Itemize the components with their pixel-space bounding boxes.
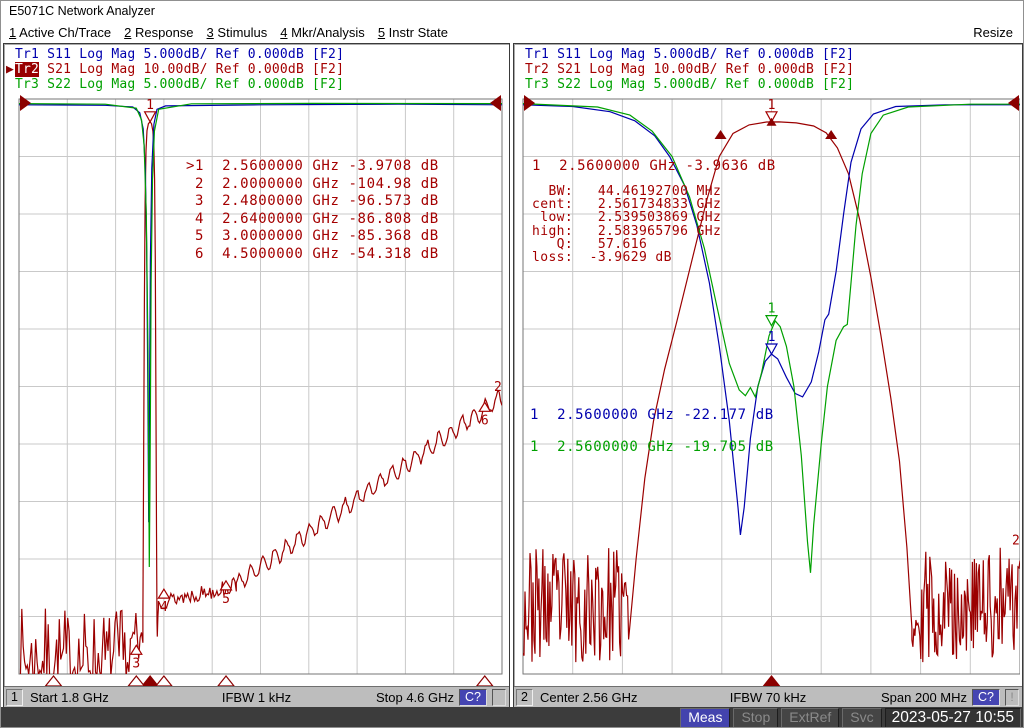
stimulus-marker-triangle-icon[interactable]: [46, 676, 62, 686]
menu-item-active-ch-trace[interactable]: 1 Active Ch/Trace: [7, 23, 122, 42]
menu-item-label: Active Ch/Trace: [19, 25, 111, 40]
ref-level-triangle-right-icon: [1008, 95, 1019, 111]
stimulus-marker-triangle-icon[interactable]: [477, 676, 493, 686]
status-right-group: Stop 4.6 GHz C?: [376, 689, 506, 706]
menu-accel-num: 5: [378, 25, 385, 40]
marker-readout-blue: 1 2.5600000 GHz -22.177 dB: [530, 407, 774, 423]
marker-number-label: 1: [768, 302, 776, 317]
marker-row: 3 2.4800000 GHz -96.573 dB: [186, 193, 439, 211]
marker-table: >1 2.5600000 GHz -3.9708 dB 2 2.0000000 …: [186, 158, 439, 263]
marker-triangle-icon[interactable]: [131, 645, 142, 654]
stimulus-left-label: Start 1.8 GHz: [30, 690, 109, 705]
status-button-extref[interactable]: ExtRef: [781, 708, 839, 728]
marker-number-label: 4: [160, 600, 168, 615]
ref-level-triangle-left-icon: [20, 95, 31, 111]
bandwidth-line: high: 2.583965796 GHz: [532, 225, 721, 238]
marker-number-label: 3: [132, 656, 140, 671]
datetime-display: 2023-05-27 10:55: [885, 708, 1021, 728]
marker-row: >1 2.5600000 GHz -3.9708 dB: [186, 158, 439, 176]
marker-number-label: 5: [222, 592, 230, 607]
menu-accel-num: 1: [9, 25, 16, 40]
marker-readout-green: 1 2.5600000 GHz -19.705 dB: [530, 439, 774, 455]
status-right-group: Span 200 MHz C?!: [881, 689, 1019, 706]
warning-box: !: [1005, 689, 1019, 706]
bandwidth-line: low: 2.539503869 GHz: [532, 211, 721, 224]
trace-number-end-label: 2: [494, 380, 502, 395]
stimulus-marker-triangle-icon[interactable]: [128, 676, 144, 686]
menu-item-label: Response: [135, 25, 194, 40]
bandwidth-readout-block: BW: 44.46192700 MHzcent: 2.561734833 GHz…: [532, 185, 721, 264]
channel-2-panel[interactable]: Tr1 S11 Log Mag 5.000dB/ Ref 0.000dB [F2…: [513, 43, 1023, 707]
stimulus-marker-triangle-icon[interactable]: [764, 676, 780, 686]
marker-number-label: 1: [146, 98, 154, 113]
cal-status-badge: C?: [459, 689, 487, 706]
menu-item-mkr-analysis[interactable]: 4 Mkr/Analysis: [278, 23, 376, 42]
marker-number-label: 6: [481, 413, 489, 428]
marker-row: 2 2.0000000 GHz -104.98 dB: [186, 176, 439, 194]
marker-number-label: 1: [768, 98, 776, 113]
bandwidth-cutoff-icon: [715, 130, 727, 139]
channel-1-plot[interactable]: 1 3 4 5 6 2: [4, 44, 507, 706]
menu-item-label: Instr State: [389, 25, 448, 40]
channel-1-panel[interactable]: Tr1 S11 Log Mag 5.000dB/ Ref 0.000dB [F2…: [3, 43, 510, 707]
marker-row: 4 2.6400000 GHz -86.808 dB: [186, 211, 439, 229]
status-button-meas[interactable]: Meas: [680, 708, 730, 728]
channel-2-plot[interactable]: 1 1 1 2: [514, 44, 1020, 706]
e5071c-window: E5071C Network Analyzer 1 Active Ch/Trac…: [0, 0, 1024, 728]
channel-status-bar: 2IFBW 70 kHzCenter 2.56 GHzSpan 200 MHzC…: [514, 686, 1022, 707]
stimulus-marker-triangle-icon[interactable]: [218, 676, 234, 686]
bandwidth-line: loss: -3.9629 dB: [532, 251, 721, 264]
trace-number-end-label: 2: [1012, 534, 1020, 549]
instrument-status-bar: MeasStopExtRefSvc2023-05-27 10:55: [1, 707, 1023, 728]
marker-readout-red: 1 2.5600000 GHz -3.9636 dB: [532, 158, 776, 174]
status-button-svc[interactable]: Svc: [842, 708, 881, 728]
ref-level-triangle-left-icon: [524, 95, 535, 111]
marker-triangle-icon[interactable]: [766, 344, 777, 354]
resize-control[interactable]: Resize: [973, 25, 1023, 40]
menu-accel-num: 4: [280, 25, 287, 40]
menu-item-stimulus[interactable]: 3 Stimulus: [205, 23, 279, 42]
stimulus-right-label: Stop 4.6 GHz: [376, 690, 454, 705]
stimulus-marker-triangle-icon[interactable]: [156, 676, 172, 686]
menu-accel-num: 3: [207, 25, 214, 40]
menu-item-label: Mkr/Analysis: [291, 25, 365, 40]
menu-accel-num: 2: [124, 25, 131, 40]
stimulus-left-label: Center 2.56 GHz: [540, 690, 638, 705]
status-button-stop[interactable]: Stop: [733, 708, 778, 728]
marker-triangle-icon[interactable]: [145, 112, 156, 122]
channel-status-bar: 1IFBW 1 kHzStart 1.8 GHzStop 4.6 GHzC?: [4, 686, 509, 707]
menu-item-label: Stimulus: [217, 25, 267, 40]
window-title: E5071C Network Analyzer: [1, 1, 1023, 21]
menu-item-instr-state[interactable]: 5 Instr State: [376, 23, 459, 42]
stimulus-right-label: Span 200 MHz: [881, 690, 967, 705]
marker-row: 5 3.0000000 GHz -85.368 dB: [186, 228, 439, 246]
marker-triangle-icon[interactable]: [158, 589, 169, 598]
marker-row: 6 4.5000000 GHz -54.318 dB: [186, 246, 439, 264]
stimulus-marker-triangle-icon[interactable]: [142, 676, 158, 686]
ref-level-triangle-right-icon: [490, 95, 501, 111]
menu-bar: 1 Active Ch/Trace2 Response3 Stimulus4 M…: [1, 21, 1023, 43]
marker-number-label: 1: [768, 330, 776, 345]
warning-box: [492, 689, 506, 706]
cal-status-badge: C?: [972, 689, 1000, 706]
menu-item-response[interactable]: 2 Response: [122, 23, 204, 42]
